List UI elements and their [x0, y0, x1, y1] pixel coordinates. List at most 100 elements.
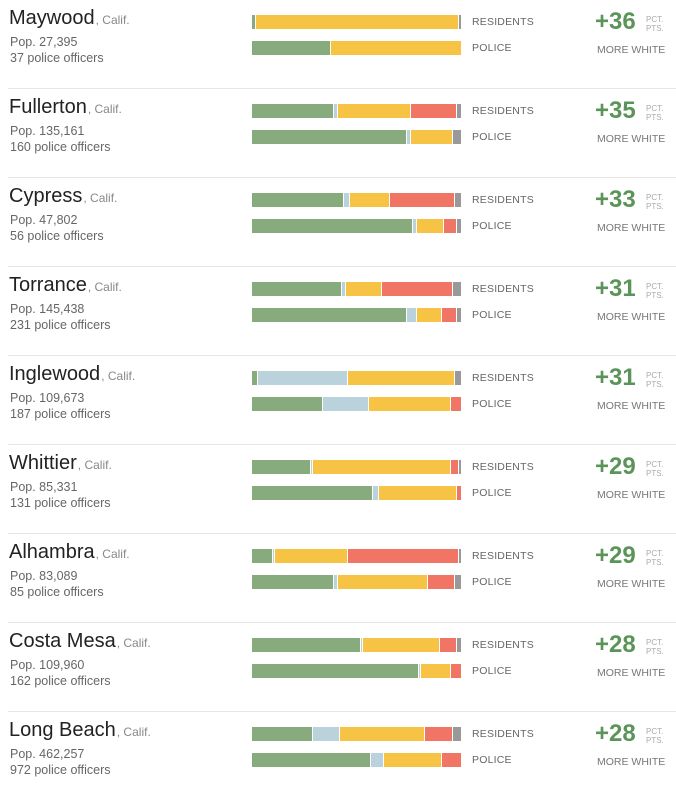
- population-text: Pop. 109,960: [10, 658, 85, 672]
- difference-unit: PCT. PTS.: [646, 727, 664, 745]
- residents-other-segment: [454, 193, 461, 207]
- residents-hispanic-segment: [348, 371, 455, 385]
- row-divider: [8, 622, 676, 623]
- residents-black-segment: [312, 727, 340, 741]
- city-name: Inglewood: [9, 363, 101, 385]
- residents-label: RESIDENTS: [472, 550, 534, 562]
- difference-value: +31: [595, 364, 636, 391]
- row-divider: [8, 177, 676, 178]
- state-label: , Calif.: [95, 547, 130, 561]
- difference-unit: PCT. PTS.: [646, 638, 664, 656]
- officer-count-text: 131 police officers: [10, 496, 111, 510]
- police-black-segment: [373, 486, 380, 500]
- residents-label: RESIDENTS: [472, 639, 534, 651]
- row-divider: [8, 355, 676, 356]
- city-heading: Alhambra, Calif.: [9, 541, 130, 564]
- difference-unit: PCT. PTS.: [646, 193, 664, 211]
- unit-pts: PTS.: [646, 647, 664, 656]
- unit-pts: PTS.: [646, 558, 664, 567]
- unit-pct: PCT.: [646, 104, 664, 113]
- residents-bar: [252, 282, 461, 296]
- residents-asian-segment: [425, 727, 453, 741]
- residents-bar: [252, 549, 461, 563]
- unit-pct: PCT.: [646, 371, 664, 380]
- officer-count-text: 56 police officers: [10, 229, 104, 243]
- state-label: , Calif.: [87, 102, 122, 116]
- police-label: POLICE: [472, 309, 512, 321]
- residents-white-segment: [252, 193, 344, 207]
- officer-count-text: 160 police officers: [10, 140, 111, 154]
- difference-value: +29: [595, 453, 636, 480]
- residents-other-segment: [454, 371, 461, 385]
- city-heading: Torrance, Calif.: [9, 274, 122, 297]
- difference-unit: PCT. PTS.: [646, 549, 664, 567]
- police-asian-segment: [427, 575, 455, 589]
- police-white-segment: [252, 130, 407, 144]
- city-name: Costa Mesa: [9, 630, 116, 652]
- more-white-label: MORE WHITE: [597, 578, 666, 590]
- more-white-label: MORE WHITE: [597, 133, 666, 145]
- police-hispanic-segment: [379, 486, 457, 500]
- state-label: , Calif.: [77, 458, 112, 472]
- residents-other-segment: [458, 549, 461, 563]
- police-hispanic-segment: [337, 575, 428, 589]
- unit-pts: PTS.: [646, 291, 664, 300]
- residents-other-segment: [456, 104, 461, 118]
- population-text: Pop. 83,089: [10, 569, 78, 583]
- difference-unit: PCT. PTS.: [646, 282, 664, 300]
- police-white-segment: [252, 397, 324, 411]
- city-row: Inglewood, Calif. Pop. 109,673 187 police …: [0, 356, 676, 445]
- residents-bar: [252, 104, 461, 118]
- police-bar: [252, 397, 461, 411]
- police-asian-segment: [456, 486, 461, 500]
- city-row: Torrance, Calif. Pop. 145,438 231 police o…: [0, 267, 676, 356]
- row-divider: [8, 266, 676, 267]
- residents-white-segment: [252, 282, 342, 296]
- police-bar: [252, 664, 461, 678]
- police-bar: [252, 575, 461, 589]
- city-name: Cypress: [9, 185, 83, 207]
- row-divider: [8, 88, 676, 89]
- unit-pts: PTS.: [646, 202, 664, 211]
- residents-bar: [252, 193, 461, 207]
- residents-asian-segment: [410, 104, 457, 118]
- police-black-segment: [371, 753, 384, 767]
- officer-count-text: 162 police officers: [10, 674, 111, 688]
- residents-other-segment: [458, 15, 461, 29]
- police-black-segment: [323, 397, 370, 411]
- difference-value: +31: [595, 275, 636, 302]
- police-bar: [252, 308, 461, 322]
- police-label: POLICE: [472, 487, 512, 499]
- police-black-segment: [406, 308, 418, 322]
- police-bar: [252, 41, 461, 55]
- residents-hispanic-segment: [346, 282, 382, 296]
- police-black-segment: [412, 219, 418, 233]
- city-row: Cypress, Calif. Pop. 47,802 56 police offi…: [0, 178, 676, 267]
- city-name: Fullerton: [9, 96, 87, 118]
- city-heading: Costa Mesa, Calif.: [9, 630, 151, 653]
- police-label: POLICE: [472, 576, 512, 588]
- police-hispanic-segment: [410, 130, 453, 144]
- population-text: Pop. 85,331: [10, 480, 78, 494]
- police-bar: [252, 219, 461, 233]
- officer-count-text: 231 police officers: [10, 318, 111, 332]
- residents-label: RESIDENTS: [472, 16, 534, 28]
- police-label: POLICE: [472, 42, 512, 54]
- residents-other-segment: [456, 638, 461, 652]
- residents-other-segment: [452, 282, 461, 296]
- police-white-segment: [252, 486, 374, 500]
- unit-pts: PTS.: [646, 113, 664, 122]
- city-row: Fullerton, Calif. Pop. 135,161 160 police …: [0, 89, 676, 178]
- state-label: , Calif.: [116, 636, 151, 650]
- residents-other-segment: [452, 727, 461, 741]
- police-other-segment: [454, 575, 461, 589]
- residents-white-segment: [252, 638, 361, 652]
- officer-count-text: 37 police officers: [10, 51, 104, 65]
- city-name: Torrance: [9, 274, 87, 296]
- population-text: Pop. 109,673: [10, 391, 85, 405]
- police-label: POLICE: [472, 131, 512, 143]
- population-text: Pop. 47,802: [10, 213, 78, 227]
- police-label: POLICE: [472, 220, 512, 232]
- difference-unit: PCT. PTS.: [646, 460, 664, 478]
